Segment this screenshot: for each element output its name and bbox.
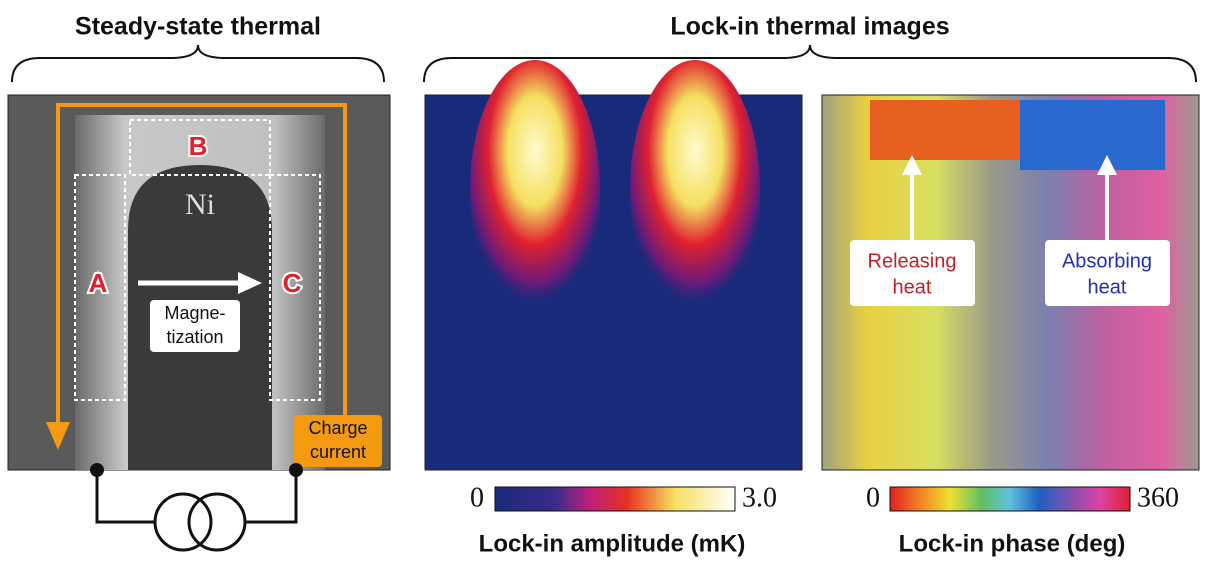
source — [155, 494, 211, 550]
current-label: Charge — [308, 418, 367, 438]
region-label: A — [89, 268, 108, 298]
material-label: Ni — [185, 188, 215, 221]
phase-region — [1020, 100, 1165, 170]
terminal — [289, 463, 303, 477]
colorbar-label: Lock-in phase (deg) — [899, 530, 1126, 557]
phase-region — [870, 100, 1020, 160]
colorbar-tick: 0 — [470, 482, 484, 513]
colorbar-label: Lock-in amplitude (mK) — [479, 530, 746, 557]
figure: Steady-state thermal Lock-in thermal ima… — [0, 0, 1211, 563]
region-label: B — [189, 131, 208, 161]
colorbar — [495, 487, 735, 511]
heat-label: Absorbing — [1062, 250, 1152, 272]
heat-label: heat — [893, 276, 932, 298]
panel-title: Lock-in thermal images — [670, 13, 949, 41]
colorbar-tick: 3.0 — [742, 482, 777, 513]
magnetization-label: Magne- — [164, 303, 225, 323]
heat-label: heat — [1088, 276, 1127, 298]
region-label: C — [283, 268, 302, 298]
colorbar-tick: 360 — [1137, 482, 1179, 513]
magnetization-label: tization — [166, 327, 223, 347]
brace — [12, 45, 384, 82]
hot-spot — [630, 60, 760, 320]
source — [189, 494, 245, 550]
colorbar-tick: 0 — [866, 482, 880, 513]
terminal — [90, 463, 104, 477]
colorbar — [890, 487, 1130, 511]
hot-spot — [470, 60, 600, 320]
heat-label: Releasing — [868, 250, 957, 272]
current-label: current — [310, 442, 366, 462]
panel-title: Steady-state thermal — [75, 13, 321, 41]
